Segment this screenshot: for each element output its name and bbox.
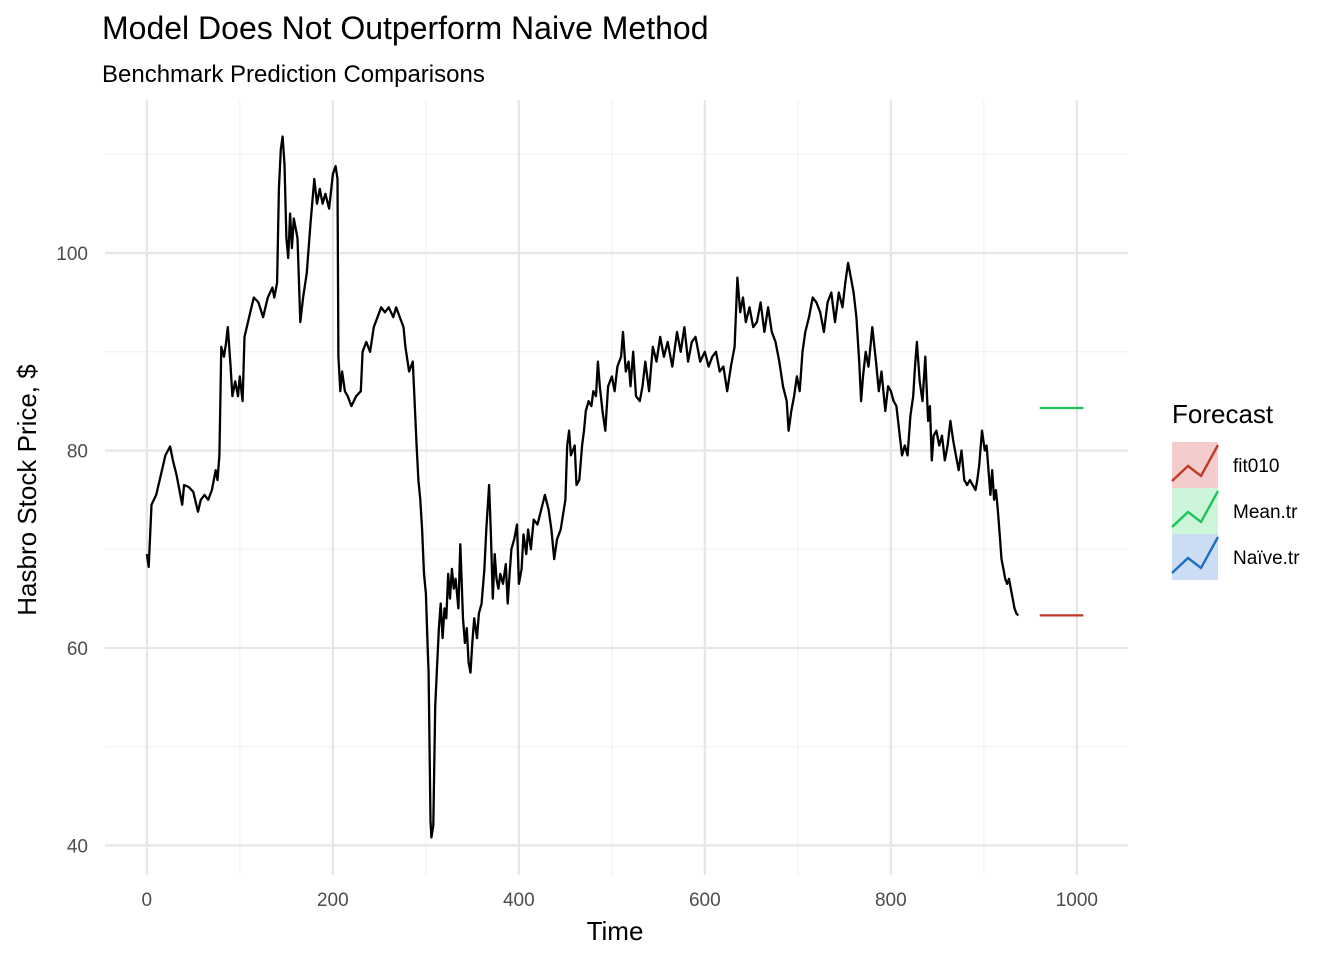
x-tick-label: 600	[689, 890, 721, 911]
x-tick-label: 1000	[1056, 890, 1098, 911]
legend-key-line	[1171, 536, 1220, 574]
legend-label: fit010	[1233, 456, 1279, 477]
x-axis-label: Time	[587, 916, 644, 946]
legend-label: Naïve.tr	[1233, 548, 1300, 569]
legend-key-line	[1171, 490, 1220, 528]
chart-subtitle: Benchmark Prediction Comparisons	[102, 61, 485, 88]
legend-key-fill	[1172, 442, 1218, 488]
series-layer	[145, 135, 1084, 839]
legend-label: Mean.tr	[1233, 502, 1298, 523]
x-tick-label: 200	[317, 890, 349, 911]
chart-title: Model Does Not Outperform Naive Method	[102, 10, 708, 46]
legend-key-line	[1171, 444, 1220, 482]
y-tick-label: 60	[67, 639, 88, 660]
x-tick-label: 800	[875, 890, 907, 911]
tick-labels: 0 200 400 600 800 1000 40 60 80 100	[56, 244, 1098, 911]
y-tick-label: 40	[67, 836, 88, 857]
x-tick-label: 400	[503, 890, 535, 911]
y-axis-label: Hasbro Stock Price, $	[12, 364, 42, 616]
legend: Forecast fit010 Mean.tr Naïve.tr	[1171, 399, 1300, 580]
legend-items: fit010 Mean.tr Naïve.tr	[1171, 442, 1300, 580]
legend-key-fill	[1172, 534, 1218, 580]
grid	[105, 100, 1128, 875]
legend-title: Forecast	[1172, 399, 1274, 429]
y-tick-label: 80	[67, 441, 88, 462]
series-line-observed	[145, 135, 1020, 839]
y-tick-label: 100	[56, 244, 88, 265]
x-tick-label: 0	[142, 890, 153, 911]
legend-key-fill	[1172, 488, 1218, 534]
